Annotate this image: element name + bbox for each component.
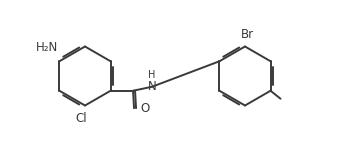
Text: H₂N: H₂N (36, 41, 58, 54)
Text: Cl: Cl (75, 112, 87, 124)
Text: Br: Br (240, 28, 253, 40)
Text: H: H (148, 70, 156, 80)
Text: O: O (140, 102, 149, 115)
Text: N: N (148, 80, 156, 93)
